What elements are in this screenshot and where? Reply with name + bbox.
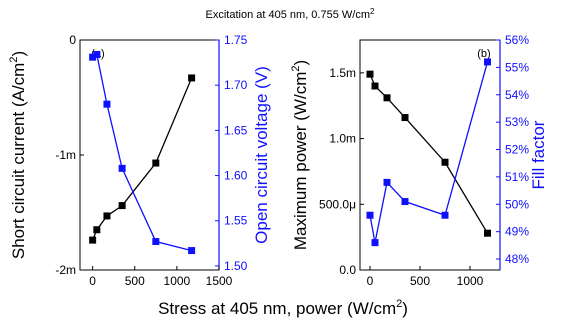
left-axis-label-sup: 2: [290, 66, 302, 72]
right-series-point: [383, 178, 391, 186]
left-series-point: [89, 236, 97, 244]
figure-title: Excitation at 405 nm, 0.755 W/cm2: [206, 7, 375, 21]
x-tick-label: 1000: [164, 274, 191, 288]
panel-label: (b): [477, 48, 490, 60]
x-tick-label: 500: [125, 274, 145, 288]
right-series-point: [401, 198, 409, 206]
right-series-point: [118, 164, 126, 172]
left-y-tick-label: 500.0μ: [319, 197, 356, 211]
right-y-tick-label: 54%: [505, 88, 529, 102]
left-axis-label-sup: 2: [8, 57, 20, 63]
left-series-point: [484, 229, 491, 237]
plot-frame: [359, 39, 501, 271]
right-y-tick-label: 53%: [505, 115, 529, 129]
right-series-point: [103, 100, 111, 108]
right-series-point: [366, 211, 374, 219]
right-y-tick-label: 1.55: [224, 214, 248, 228]
x-tick-label: 1000: [457, 274, 484, 288]
right-y-tick-label: 1.70: [224, 78, 248, 92]
left-series-point: [93, 226, 101, 234]
left-series-point: [366, 70, 374, 78]
left-series-point: [118, 202, 126, 210]
left-y-tick-label: -1m: [55, 148, 76, 162]
right-series-line: [369, 61, 489, 243]
right-series-point: [188, 247, 196, 255]
right-series-point: [484, 58, 491, 66]
right-series-point: [152, 238, 160, 246]
left-axis-label: Short circuit current (A/cm2): [8, 51, 28, 259]
panel-b: (b) 0 500 1000 0.0 500.0μ 1.0m 1.5m 48% 49% 50% 51%…: [290, 33, 548, 288]
right-axis-label: Fill factor: [529, 120, 548, 189]
left-axis-label: Maximum power (W/cm2): [290, 60, 310, 250]
left-y-tick-label: 0: [69, 33, 76, 47]
x-tick-label: 0: [89, 274, 96, 288]
right-y-tick-label: 51%: [505, 170, 529, 184]
panel-a: (a)0500100015000-1m-2m1.501.551.601.651.…: [8, 33, 271, 288]
right-y-tick-label: 1.75: [224, 33, 248, 47]
right-series-point: [93, 50, 101, 58]
left-y-tick-label: 1.0m: [329, 132, 356, 146]
left-series-point: [188, 74, 196, 82]
figure-title-sup: 2: [370, 7, 375, 16]
x-axis-label-sup: 2: [396, 298, 402, 310]
left-axis-label-end: ): [291, 60, 310, 66]
right-series-point: [371, 239, 379, 247]
right-y-tick-label: 49%: [505, 225, 529, 239]
right-y-tick-label: 1.50: [224, 259, 248, 273]
x-axis-label: Stress at 405 nm, power (W/cm2): [158, 298, 408, 318]
right-axis-label: Open circuit voltage (V): [252, 66, 271, 244]
left-y-tick-label: 0.0: [339, 263, 356, 277]
left-series-point: [152, 159, 160, 167]
right-y-tick-label: 56%: [505, 33, 529, 47]
right-y-tick-label: 55%: [505, 60, 529, 74]
x-tick-label: 500: [410, 274, 430, 288]
right-y-tick-label: 48%: [505, 252, 529, 266]
left-series-point: [441, 158, 449, 166]
left-series-point: [103, 212, 111, 220]
left-series-point: [401, 114, 409, 122]
left-axis-label-main: Short circuit current (A/cm: [9, 63, 28, 260]
x-axis-label-end: ): [402, 299, 408, 318]
x-tick-label: 0: [367, 274, 374, 288]
figure-title-main: Excitation at 405 nm, 0.755 W/cm: [206, 9, 370, 21]
x-tick-label: 1500: [206, 274, 233, 288]
right-y-tick-label: 1.60: [224, 169, 248, 183]
right-y-tick-label: 52%: [505, 143, 529, 157]
right-series-point: [89, 53, 97, 61]
right-y-tick-label: 1.65: [224, 123, 248, 137]
left-y-tick-label: -2m: [55, 263, 76, 277]
left-series-point: [383, 94, 391, 102]
x-axis-label-main: Stress at 405 nm, power (W/cm: [158, 299, 396, 318]
left-axis-label-end: ): [9, 51, 28, 57]
right-series-line: [92, 53, 192, 252]
left-series-point: [371, 82, 379, 90]
right-series-point: [441, 211, 449, 219]
left-y-tick-label: 1.5m: [329, 66, 356, 80]
left-axis-label-main: Maximum power (W/cm: [291, 72, 310, 251]
right-y-tick-label: 50%: [505, 197, 529, 211]
